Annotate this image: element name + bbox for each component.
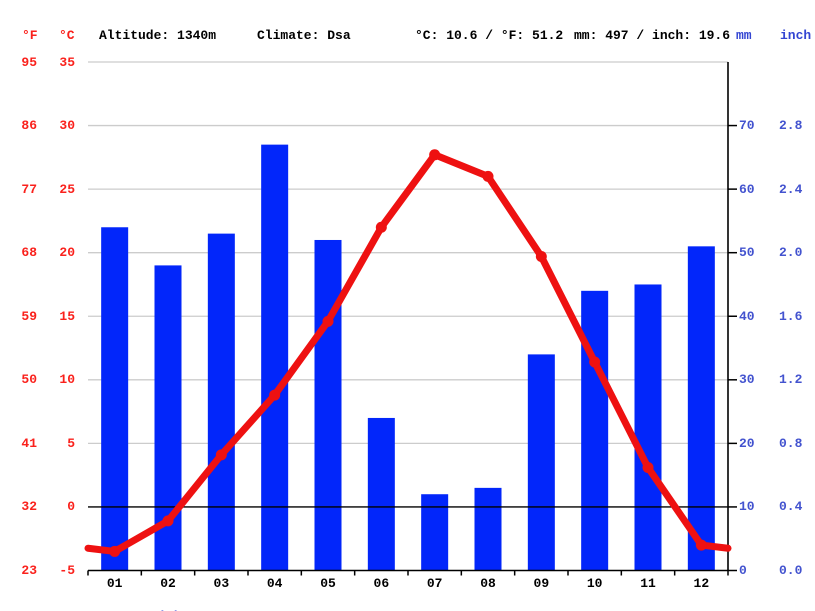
precip-bar-11 (634, 284, 662, 571)
temp-axis-label-f: 86 (21, 118, 37, 134)
temp-axis-label-f: 23 (21, 563, 37, 578)
temp-axis-label-c: 0 (67, 499, 75, 515)
altitude-label: Altitude: 1340m (99, 28, 217, 43)
temp-point-01 (109, 545, 121, 557)
precip-axis-label-mm: 70 (739, 118, 755, 134)
precip-axis-label-mm: 50 (739, 245, 755, 261)
temp-axis-label-c: 25 (59, 181, 75, 197)
precip-bar-04 (261, 144, 289, 571)
precip-axis-label-inch: 0.8 (779, 435, 803, 451)
precip-bar-03 (207, 233, 235, 571)
precip-axis-label-inch: 2.8 (779, 118, 803, 134)
precip-bar-09 (527, 354, 555, 571)
precip-axis-label-mm: 30 (739, 372, 755, 388)
precip-axis-label-inch: 2.0 (779, 245, 803, 261)
precip-axis-label-inch: 1.2 (779, 372, 803, 388)
temp-point-11 (642, 462, 654, 474)
month-label-12: 12 (693, 576, 710, 591)
month-label-01: 01 (106, 576, 123, 591)
precip-axis-label-inch: 0.0 (779, 563, 803, 578)
temp-axis-label-c: 30 (59, 118, 75, 134)
temp-point-09 (535, 251, 547, 263)
annual-precip-label: mm: 497 / inch: 19.6 (574, 28, 731, 43)
precip-axis-label-mm: 0 (739, 563, 747, 578)
precip-axis-label-mm: 20 (739, 435, 755, 451)
temp-axis-label-f: 68 (21, 245, 37, 261)
precip-bar-07 (421, 494, 449, 571)
temp-axis-label-c: 5 (67, 435, 75, 451)
inch-unit-label: inch (780, 28, 812, 43)
precip-bar-01 (101, 227, 129, 571)
precip-bar-12 (687, 246, 715, 571)
precip-axis-label-inch: 1.6 (779, 308, 803, 324)
temp-point-12 (695, 539, 707, 551)
temp-axis-label-f: 41 (21, 435, 37, 451)
temp-axis-label-c: -5 (59, 563, 75, 578)
precip-axis-label-mm: 40 (739, 308, 755, 324)
temp-axis-label-f: 95 (21, 54, 37, 70)
month-label-03: 03 (213, 576, 230, 591)
month-label-05: 05 (320, 576, 336, 591)
month-label-11: 11 (640, 576, 656, 591)
precip-bar-06 (367, 417, 395, 571)
annual-temp-label: °C: 10.6 / °F: 51.2 (415, 28, 564, 43)
temp-point-04 (269, 389, 281, 401)
temp-point-02 (162, 515, 174, 527)
temp-axis-label-f: 32 (21, 499, 37, 515)
temp-axis-label-c: 20 (59, 245, 75, 261)
temp-point-06 (375, 221, 387, 233)
month-label-10: 10 (586, 576, 603, 591)
temp-point-07 (429, 149, 441, 161)
month-label-09: 09 (533, 576, 550, 591)
temp-axis-label-f: 59 (21, 308, 37, 324)
temperature-line (84, 151, 732, 555)
precip-axis-label-mm: 60 (739, 181, 755, 197)
precip-axis-label-inch: 0.4 (779, 499, 803, 515)
temp-point-08 (482, 170, 494, 182)
precip-axis-label-inch: 2.4 (779, 181, 803, 197)
fahrenheit-unit-label: °F (22, 28, 38, 43)
month-label-08: 08 (480, 576, 496, 591)
celsius-unit-label: °C (59, 28, 75, 43)
climate-class-label: Climate: Dsa (257, 28, 351, 43)
temp-axis-label-c: 10 (59, 372, 75, 388)
precip-bar-08 (474, 487, 502, 571)
copyright-link[interactable]: CLIMATE-DATA.ORG (205, 609, 330, 611)
precip-axis-label-mm: 10 (739, 499, 755, 515)
month-label-04: 04 (266, 576, 283, 591)
mm-unit-label: mm (736, 28, 752, 43)
precip-bar-10 (581, 290, 609, 571)
temp-axis-label-c: 35 (59, 54, 75, 70)
precip-bar-05 (314, 239, 342, 571)
month-label-07: 07 (426, 576, 443, 591)
temp-axis-label-f: 50 (21, 372, 37, 388)
month-label-06: 06 (373, 576, 390, 591)
copyright-label: Copyright: (119, 609, 205, 611)
temp-point-10 (589, 356, 601, 368)
temp-axis-label-f: 77 (21, 181, 37, 197)
month-label-02: 02 (160, 576, 176, 591)
temp-axis-label-c: 15 (59, 308, 75, 324)
temp-point-03 (215, 449, 227, 461)
temp-point-05 (322, 315, 334, 327)
copyright: Copyright: CLIMATE-DATA.ORG (88, 594, 330, 611)
